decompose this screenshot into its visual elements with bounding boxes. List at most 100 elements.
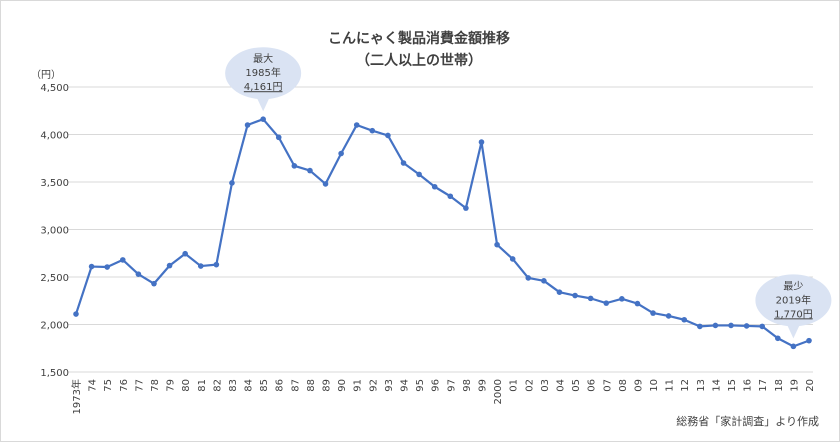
callout-bubble: [755, 274, 832, 327]
x-tick-label: 04: [555, 379, 566, 392]
x-tick-label: 97: [446, 379, 457, 392]
x-tick-label: 83: [228, 379, 239, 392]
x-tick-label: 92: [368, 379, 379, 392]
data-point: [88, 263, 95, 270]
data-point: [416, 171, 422, 178]
x-tick-label: 07: [602, 379, 613, 392]
data-point: [151, 280, 157, 287]
x-tick-label: 2000: [493, 379, 504, 404]
x-tick-label: 78: [150, 379, 161, 392]
callout-year: 2019年: [776, 293, 811, 306]
data-point: [447, 193, 454, 200]
grid-lines: [68, 86, 813, 373]
data-point: [244, 122, 251, 128]
callout-value: 4,161円: [244, 82, 283, 93]
x-tick-label: 18: [774, 379, 785, 392]
x-tick-label: 74: [88, 379, 99, 392]
x-tick-label: 98: [462, 379, 473, 392]
x-tick-label: 76: [119, 379, 130, 392]
x-tick-label: 75: [103, 379, 114, 392]
data-point: [400, 160, 407, 166]
x-tick-label: 16: [743, 379, 754, 392]
data-point: [541, 278, 547, 284]
y-tick-label: 1,500: [40, 368, 69, 379]
data-point: [166, 262, 173, 269]
data-point: [525, 275, 532, 281]
x-tick-label: 1973年: [70, 379, 83, 414]
x-tick-label: 08: [618, 379, 629, 392]
data-point: [213, 261, 220, 268]
x-tick-label: 13: [696, 379, 707, 392]
data-point: [697, 323, 703, 330]
callout-bubble: [225, 47, 302, 100]
data-point: [385, 132, 391, 139]
data-point: [104, 264, 110, 270]
data-point: [619, 296, 625, 302]
y-tick-label: 2,000: [40, 321, 69, 332]
x-tick-label: 80: [181, 379, 192, 392]
data-point: [743, 323, 750, 329]
y-tick-label: 3,000: [40, 226, 69, 237]
data-point: [775, 335, 781, 342]
x-tick-label: 17: [758, 379, 769, 392]
data-point: [790, 343, 797, 350]
x-tick-label: 05: [571, 379, 582, 392]
chart-subtitle: （二人以上の世帯）: [356, 52, 482, 69]
data-point: [73, 311, 79, 317]
y-axis-ticks: 1,500 2,000 2,500 3,000 3,500 4,000 4,500: [40, 83, 69, 379]
y-unit-label: （円）: [31, 69, 61, 81]
y-tick-label: 4,000: [40, 131, 69, 142]
data-point: [759, 323, 766, 330]
data-point: [572, 292, 578, 299]
x-tick-label: 14: [711, 379, 722, 392]
x-tick-label: 90: [337, 379, 348, 392]
x-tick-label: 82: [212, 379, 223, 392]
source-note: 総務省「家計調査」より作成: [676, 414, 819, 428]
x-tick-label: 19: [789, 379, 800, 392]
x-tick-label: 02: [524, 379, 535, 392]
x-tick-label: 20: [805, 379, 816, 392]
x-tick-label: 95: [415, 379, 426, 392]
data-point: [806, 337, 812, 344]
data-point: [665, 313, 672, 319]
data-point: [119, 257, 126, 263]
data-point: [634, 300, 641, 307]
x-tick-label: 15: [727, 379, 738, 392]
x-tick-label: 09: [633, 379, 644, 392]
data-point: [353, 122, 360, 128]
data-point: [728, 322, 734, 329]
x-tick-label: 79: [166, 379, 177, 392]
x-tick-label: 85: [259, 379, 270, 392]
data-point: [431, 183, 438, 190]
x-tick-label: 86: [275, 379, 286, 392]
callout-pointer: [786, 323, 801, 339]
x-tick-label: 96: [431, 379, 442, 392]
data-point: [260, 116, 266, 123]
x-tick-label: 93: [384, 379, 395, 392]
data-point: [494, 241, 500, 248]
data-point: [338, 150, 344, 157]
callout-label: 最大: [253, 52, 273, 65]
data-point: [307, 167, 313, 174]
data-point: [681, 316, 688, 323]
x-tick-label: 84: [244, 379, 255, 392]
callout-year: 1985年: [245, 66, 280, 79]
data-point: [650, 310, 656, 316]
y-tick-label: 4,500: [40, 83, 69, 94]
callout-pointer: [256, 96, 271, 112]
data-point: [229, 180, 235, 186]
data-point: [275, 134, 282, 141]
data-point: [712, 322, 719, 329]
x-tick-label: 94: [400, 379, 411, 392]
x-tick-label: 91: [353, 379, 364, 392]
chart-title: こんにゃく製品消費金額推移: [328, 30, 510, 47]
y-tick-label: 3,500: [40, 178, 69, 189]
data-point: [369, 127, 376, 134]
x-tick-label: 01: [509, 379, 520, 392]
x-tick-label: 81: [197, 379, 208, 392]
x-tick-label: 12: [680, 379, 691, 392]
x-axis-ticks: 1973年 74 75 76 77 78 79 80 81 82 83 84 85 86 87 88 89 90 9…: [70, 379, 816, 414]
